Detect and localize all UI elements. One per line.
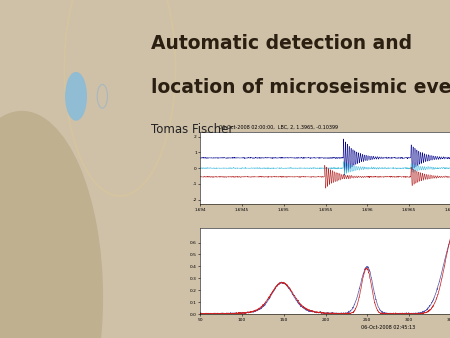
Text: Tomas Fischer: Tomas Fischer bbox=[151, 123, 233, 136]
n bbox=[342, 173, 347, 177]
n bbox=[381, 155, 386, 160]
X-axis label: 06-Oct-2008 02:45:13: 06-Oct-2008 02:45:13 bbox=[361, 324, 415, 330]
z bbox=[323, 186, 328, 190]
lamz bbox=[198, 312, 203, 316]
e bbox=[342, 172, 347, 176]
Circle shape bbox=[0, 112, 103, 338]
lamne bbox=[380, 310, 386, 314]
z bbox=[322, 163, 328, 167]
e bbox=[198, 166, 203, 170]
e bbox=[217, 166, 222, 170]
n bbox=[371, 154, 376, 159]
Line: lamne: lamne bbox=[200, 233, 450, 315]
Line: e: e bbox=[200, 162, 450, 174]
lamne bbox=[370, 284, 376, 288]
lamne bbox=[217, 312, 222, 316]
Line: z: z bbox=[200, 165, 450, 188]
Text: Automatic detection and: Automatic detection and bbox=[151, 34, 412, 53]
Text: 06-Oct-2008 02:00:00,  LBC, 2, 1.3965, -0.10399: 06-Oct-2008 02:00:00, LBC, 2, 1.3965, -0… bbox=[219, 125, 338, 130]
lamne bbox=[198, 312, 203, 316]
z bbox=[198, 175, 203, 179]
Line: lamz: lamz bbox=[200, 230, 450, 315]
e bbox=[341, 160, 346, 164]
lamz bbox=[217, 311, 222, 315]
z bbox=[371, 175, 376, 179]
e bbox=[381, 166, 386, 170]
z bbox=[217, 175, 222, 179]
lamz bbox=[391, 313, 396, 317]
lamz bbox=[370, 293, 376, 297]
e bbox=[371, 166, 376, 170]
z bbox=[381, 175, 386, 179]
n bbox=[198, 156, 203, 160]
Line: n: n bbox=[200, 139, 450, 175]
lamz bbox=[380, 312, 386, 316]
n bbox=[217, 156, 222, 160]
Text: location of microseismic events: location of microseismic events bbox=[151, 78, 450, 97]
Circle shape bbox=[66, 73, 86, 120]
n bbox=[341, 137, 346, 141]
